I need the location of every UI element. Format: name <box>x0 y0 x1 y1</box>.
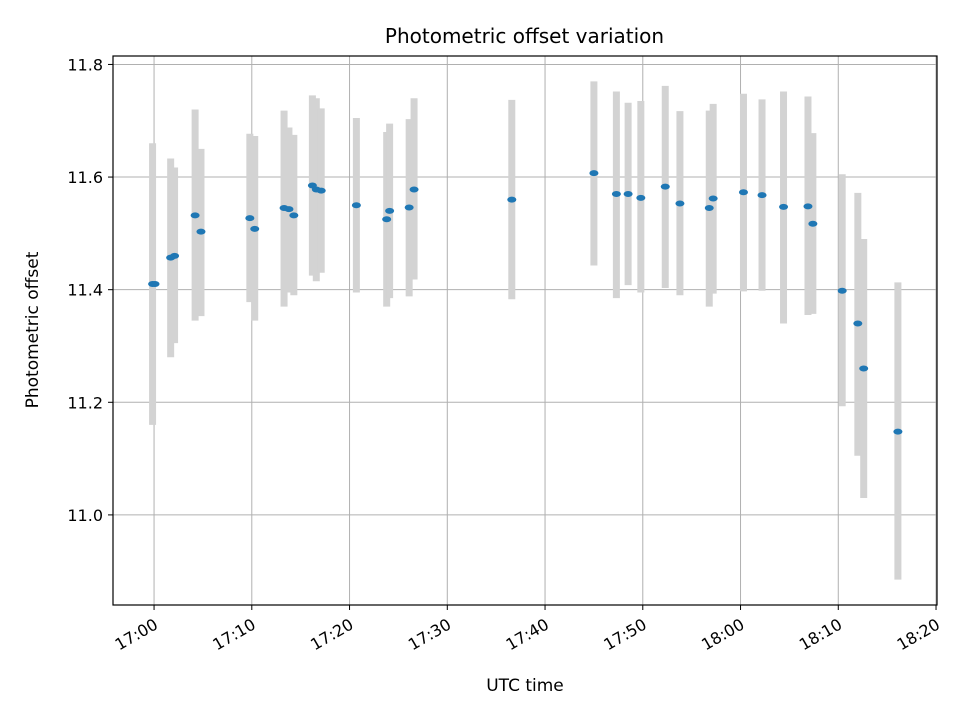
data-point <box>170 252 180 259</box>
data-point <box>351 202 361 209</box>
data-point <box>409 186 419 193</box>
y-tick-label: 11.6 <box>67 168 103 187</box>
data-point <box>623 190 633 197</box>
chart-title: Photometric offset variation <box>385 24 664 48</box>
x-axis-label: UTC time <box>486 676 564 696</box>
x-tick-label: 17:10 <box>209 615 258 655</box>
y-tick-label: 11.0 <box>67 506 103 525</box>
x-tick-label: 17:30 <box>405 615 454 655</box>
data-point <box>196 228 206 235</box>
y-tick-label: 11.2 <box>67 393 103 412</box>
data-point <box>708 195 718 202</box>
data-point <box>837 287 847 294</box>
data-point <box>589 170 599 177</box>
data-point <box>757 192 767 199</box>
x-tick-label: 18:20 <box>894 615 943 655</box>
data-point <box>190 212 200 219</box>
data-point <box>385 207 395 214</box>
x-tick-label: 17:40 <box>503 615 552 655</box>
errorbar-layer <box>149 81 902 580</box>
data-point <box>704 205 714 212</box>
y-tick-label: 11.8 <box>67 55 103 74</box>
point-layer <box>148 170 903 435</box>
data-point <box>779 203 789 210</box>
data-point <box>507 196 517 203</box>
data-point <box>859 365 869 372</box>
data-point <box>316 187 326 194</box>
data-point <box>660 183 670 190</box>
data-point <box>404 204 414 211</box>
data-point <box>289 212 299 219</box>
data-point <box>611 190 621 197</box>
data-point <box>675 200 685 207</box>
y-axis-label: Photometric offset <box>23 251 43 408</box>
x-tick-label: 17:20 <box>307 615 356 655</box>
x-tick-label: 18:00 <box>698 615 747 655</box>
data-point <box>803 203 813 210</box>
data-point <box>382 216 392 223</box>
x-tick-label: 18:10 <box>796 615 845 655</box>
data-point <box>284 206 294 213</box>
y-tick-label: 11.4 <box>67 281 103 300</box>
data-point <box>150 281 160 288</box>
data-point <box>893 428 903 435</box>
data-point <box>250 225 260 232</box>
data-point <box>636 194 646 201</box>
x-tick-label: 17:50 <box>600 615 649 655</box>
data-point <box>853 320 863 327</box>
plot-frame <box>112 55 938 606</box>
data-point <box>245 215 255 222</box>
data-point <box>808 220 818 227</box>
x-tick-label: 17:00 <box>112 615 161 655</box>
data-point <box>738 189 748 196</box>
